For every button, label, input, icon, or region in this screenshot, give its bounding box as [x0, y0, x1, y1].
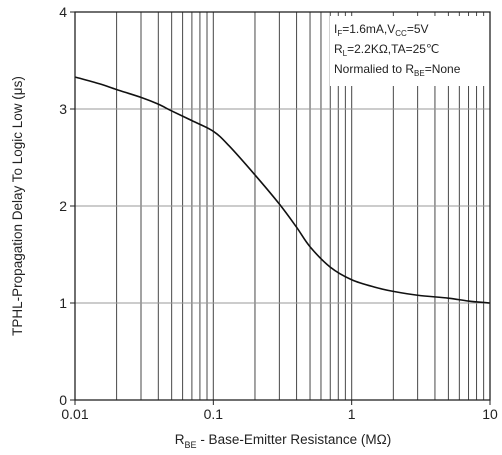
legend: IF=1.6mA,VCC=5V RL=2.2KΩ,TA=25℃ Normalied … [330, 16, 486, 86]
legend-box [330, 16, 486, 86]
legend-subscript: BE [414, 69, 425, 78]
legend-subscript: L [343, 49, 348, 58]
legend-subscript: F [337, 29, 342, 38]
y-tick-label: 4 [59, 4, 67, 20]
y-tick-label: 3 [59, 101, 67, 117]
x-axis-label: RBE - Base-Emitter Resistance (MΩ) [175, 432, 391, 450]
x-tick-label: 10 [482, 406, 498, 422]
x-axis-label-rest: - Base-Emitter Resistance (MΩ) [197, 432, 392, 447]
grid [75, 12, 490, 400]
y-tick-label: 1 [59, 295, 67, 311]
legend-line: IF=1.6mA,VCC=5V [334, 22, 429, 38]
legend-text-part: =None [425, 62, 461, 76]
legend-line: RL=2.2KΩ,TA=25℃ [334, 42, 439, 58]
legend-text-part: R [334, 42, 343, 56]
legend-line: Normalied to RBE=None [334, 62, 461, 78]
data-series [74, 76, 491, 304]
legend-text-part: Normalied to R [334, 62, 414, 76]
y-tick-label: 2 [59, 198, 67, 214]
y-tick-labels: 0 1 2 3 4 [59, 4, 75, 408]
legend-text-part: =2.2KΩ,TA=25℃ [347, 42, 439, 56]
x-tick-label: 1 [348, 406, 356, 422]
x-tick-label: 0.01 [61, 406, 88, 422]
x-tick-label: 0.1 [204, 406, 224, 422]
legend-text-part: =1.6mA,V [342, 22, 395, 36]
y-axis-label: TPHL-Propagation Delay To Logic Low (μs) [10, 76, 25, 336]
legend-text-part: =5V [407, 22, 429, 36]
legend-subscript: CC [395, 29, 407, 38]
legend-text-part: I [334, 22, 337, 36]
x-axis-label-main: R [175, 432, 185, 447]
x-tick-labels: 0.01 0.1 1 10 [61, 400, 498, 422]
y-tick-label: 0 [59, 392, 67, 408]
x-axis-label-subscript: BE [185, 440, 197, 450]
series-line [74, 76, 491, 304]
